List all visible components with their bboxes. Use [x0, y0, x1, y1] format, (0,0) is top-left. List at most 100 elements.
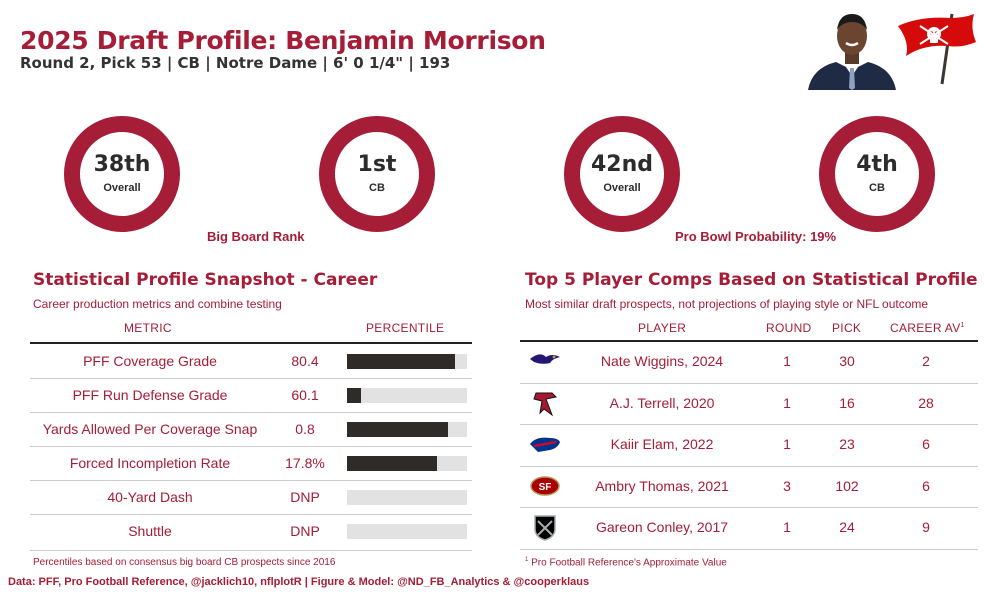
- comp-player-name: Ambry Thomas, 2021: [595, 477, 729, 494]
- col-pick-header: PICK: [832, 321, 862, 335]
- comp-career-av: 28: [918, 394, 934, 411]
- col-player-header: PLAYER: [638, 321, 687, 335]
- comp-player-name: Gareon Conley, 2017: [595, 519, 729, 535]
- row-divider: [520, 424, 978, 425]
- row-divider: [30, 412, 472, 413]
- comps-footnote-text: Pro Football Reference's Approximate Val…: [531, 557, 727, 569]
- col-percentile-header: PERCENTILE: [366, 321, 445, 335]
- percentile-bar-fill: [347, 456, 437, 471]
- big-board-caption: Big Board Rank: [207, 229, 305, 244]
- metric-value: 80.4: [291, 353, 319, 369]
- stat-profile-subtitle: Career production metrics and combine te…: [33, 297, 282, 311]
- comp-round: 1: [783, 436, 791, 452]
- percentile-bar-fill: [347, 388, 362, 403]
- pro-bowl-overall-label: Overall: [603, 182, 641, 194]
- pro-bowl-position-gauge: 4th CB: [819, 116, 935, 232]
- raiders-logo-icon: [528, 513, 562, 541]
- big-board-position-gauge: 1st CB: [319, 116, 435, 232]
- comp-player-name: A.J. Terrell, 2020: [609, 394, 715, 411]
- row-divider: [30, 480, 472, 481]
- big-board-overall-value: 38th: [93, 152, 151, 177]
- percentile-bar-fill: [347, 354, 455, 369]
- row-divider: [520, 507, 978, 508]
- big-board-overall-label: Overall: [103, 182, 141, 194]
- col-career-av-label: CAREER AV: [890, 321, 961, 335]
- comps-footnote-sup: 1: [525, 557, 529, 563]
- comp-pick: 16: [839, 394, 855, 411]
- col-career-av-sup: 1: [960, 322, 965, 329]
- comp-row: Nate Wiggins, 2024 1 30 2: [520, 341, 978, 382]
- percentile-bar-track: [347, 490, 467, 505]
- comps-footnote: 1 Pro Football Reference's Approximate V…: [525, 557, 727, 568]
- comps-subtitle: Most similar draft prospects, not projec…: [525, 297, 929, 311]
- comp-player-name: Kaiir Elam, 2022: [610, 436, 714, 452]
- metric-row: PFF Coverage Grade 80.4: [30, 344, 472, 378]
- pro-bowl-caption: Pro Bowl Probability: 19%: [675, 229, 837, 244]
- row-divider: [30, 378, 472, 379]
- comp-career-av: 9: [922, 519, 930, 535]
- percentile-bar-track: [347, 354, 467, 369]
- percentile-bar-track: [347, 524, 467, 539]
- pro-bowl-overall-gauge: 42nd Overall: [564, 116, 680, 232]
- comp-row: Gareon Conley, 2017 1 24 9: [520, 507, 978, 548]
- comp-pick: 30: [839, 353, 855, 369]
- row-divider: [520, 548, 978, 550]
- comp-career-av: 6: [922, 436, 930, 452]
- metric-value: DNP: [290, 523, 320, 539]
- row-divider: [30, 446, 472, 447]
- comp-row: SF Ambry Thomas, 2021 3 102 6: [520, 466, 978, 507]
- col-metric-header: METRIC: [124, 321, 172, 335]
- comps-title: Top 5 Player Comps Based on Statistical …: [525, 270, 978, 290]
- percentile-bar-track: [347, 422, 467, 437]
- comp-row: Kaiir Elam, 2022 1 23 6: [520, 424, 978, 465]
- metric-row: 40-Yard Dash DNP: [30, 480, 472, 514]
- metric-name: PFF Coverage Grade: [83, 353, 217, 369]
- col-career-av-header: CAREER AV1: [890, 321, 965, 335]
- comp-pick: 102: [835, 477, 859, 494]
- comps-table-header-rule: [520, 340, 978, 342]
- comp-pick: 24: [839, 519, 855, 535]
- metric-name: PFF Run Defense Grade: [72, 387, 228, 403]
- comp-pick: 23: [839, 436, 855, 452]
- metric-value: 0.8: [295, 421, 315, 437]
- pro-bowl-position-label: CB: [869, 182, 885, 194]
- metric-row: Forced Incompletion Rate 17.8%: [30, 446, 472, 480]
- stat-table-bottom-rule: [30, 550, 472, 551]
- page-title: 2025 Draft Profile: Benjamin Morrison: [20, 26, 546, 55]
- comp-career-av: 6: [922, 477, 930, 494]
- comp-round: 3: [783, 477, 791, 494]
- falcons-logo-icon: [528, 389, 562, 417]
- metric-row: Yards Allowed Per Coverage Snap 0.8: [30, 412, 472, 446]
- metric-row: PFF Run Defense Grade 60.1: [30, 378, 472, 412]
- metric-value: DNP: [290, 489, 320, 505]
- comp-round: 1: [783, 353, 791, 369]
- pro-bowl-position-value: 4th: [856, 152, 898, 177]
- comp-career-av: 2: [922, 353, 930, 369]
- big-board-overall-gauge: 38th Overall: [64, 116, 180, 232]
- metric-name: Shuttle: [128, 523, 172, 539]
- page-subtitle: Round 2, Pick 53 | CB | Notre Dame | 6' …: [20, 54, 451, 72]
- metric-row: Shuttle DNP: [30, 514, 472, 548]
- metric-value: 17.8%: [285, 455, 325, 471]
- ravens-logo-icon: [528, 347, 562, 375]
- comp-row: A.J. Terrell, 2020 1 16 28: [520, 383, 978, 424]
- stat-profile-footnote: Percentiles based on consensus big board…: [33, 557, 336, 568]
- comp-round: 1: [783, 519, 791, 535]
- big-board-position-label: CB: [369, 182, 385, 194]
- percentile-bar-fill: [347, 422, 448, 437]
- col-round-header: ROUND: [766, 321, 812, 335]
- comp-round: 1: [783, 394, 791, 411]
- stat-profile-title: Statistical Profile Snapshot - Career: [33, 270, 378, 290]
- percentile-bar-track: [347, 388, 467, 403]
- credits-line: Data: PFF, Pro Football Reference, @jack…: [8, 576, 590, 588]
- metric-name: Forced Incompletion Rate: [69, 455, 231, 471]
- metric-value: 60.1: [291, 387, 319, 403]
- metric-name: Yards Allowed Per Coverage Snap: [42, 421, 258, 437]
- percentile-bar-track: [347, 456, 467, 471]
- stat-table-header-rule: [30, 342, 472, 344]
- pro-bowl-overall-value: 42nd: [590, 152, 654, 177]
- big-board-position-value: 1st: [357, 152, 397, 177]
- row-divider: [30, 514, 472, 515]
- comp-player-name: Nate Wiggins, 2024: [600, 353, 724, 369]
- player-headshot: [806, 10, 898, 90]
